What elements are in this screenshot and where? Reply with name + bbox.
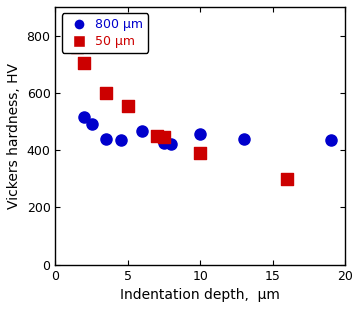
Y-axis label: Vickers hardness, HV: Vickers hardness, HV [7, 63, 21, 209]
Point [197, 132, 203, 137]
Point [241, 136, 247, 141]
Point [89, 122, 94, 127]
Point [103, 136, 109, 141]
Point [328, 138, 333, 142]
Point [161, 141, 167, 146]
Point [81, 60, 87, 65]
Legend: 800 μm, 50 μm: 800 μm, 50 μm [62, 13, 148, 53]
Point [125, 103, 131, 108]
X-axis label: Indentation depth,  μm: Indentation depth, μm [120, 288, 280, 302]
Point [81, 115, 87, 120]
Point [103, 90, 109, 95]
Point [161, 135, 167, 140]
Point [168, 142, 174, 147]
Point [284, 176, 290, 181]
Point [74, 44, 80, 49]
Point [154, 133, 159, 138]
Point [139, 129, 145, 134]
Point [118, 138, 123, 142]
Point [197, 150, 203, 155]
